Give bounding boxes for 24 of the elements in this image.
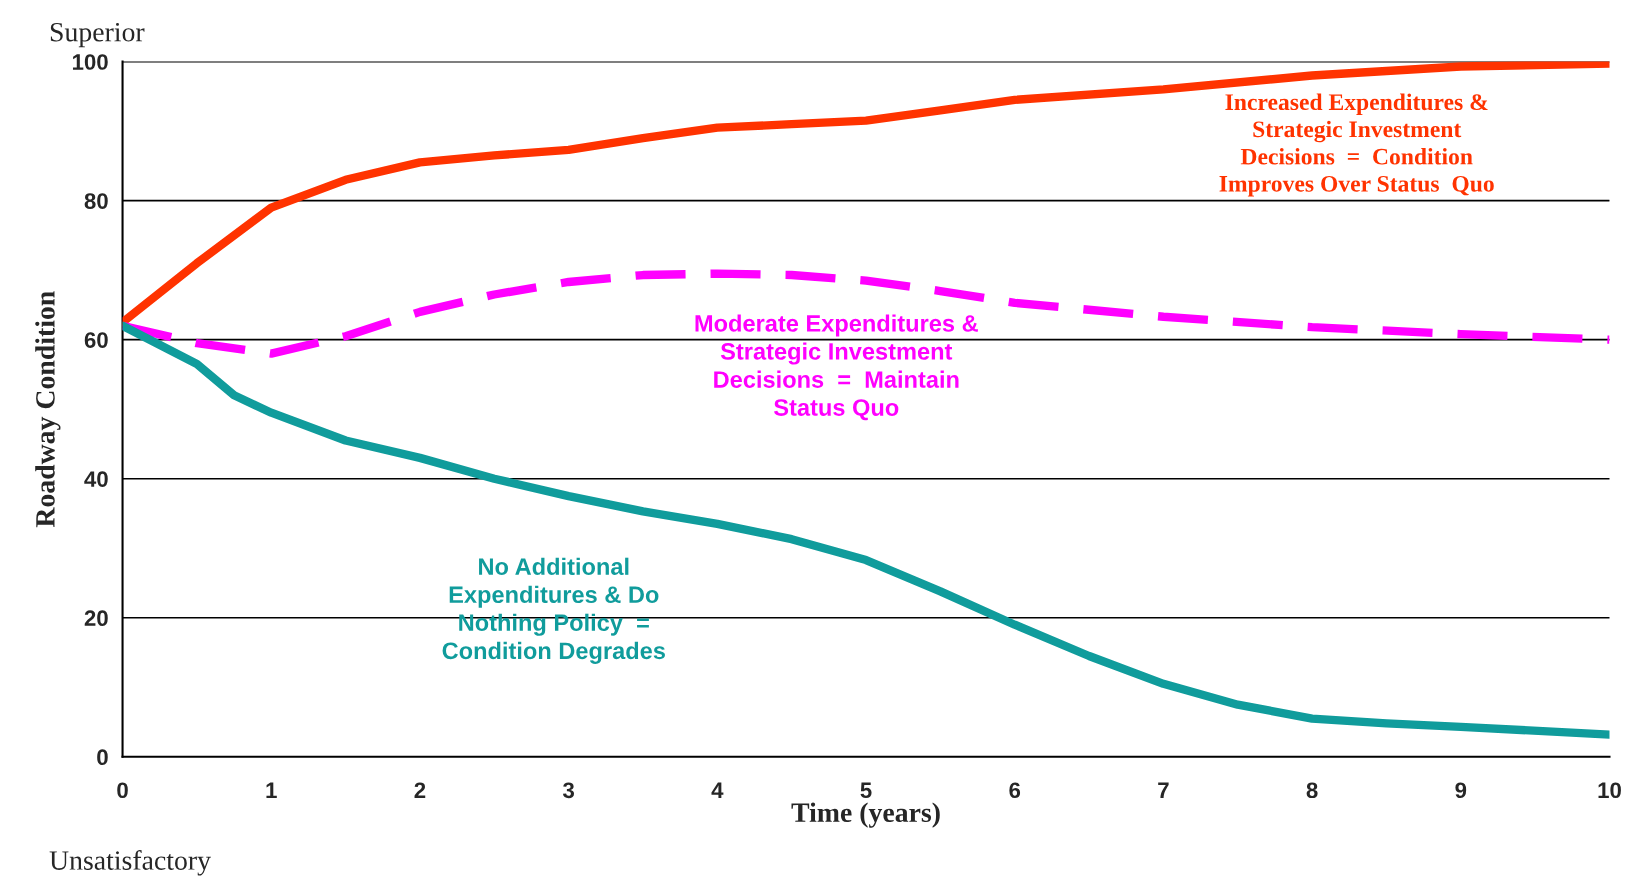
series-label: Increased Expenditures & Strategic Investment Decisions = Condition Improves Over Status Quo <box>1219 93 1494 197</box>
y-tick-label: 100 <box>72 54 108 70</box>
x-tick-label: 3 <box>562 782 575 799</box>
x-axis-title: Time (years) <box>791 802 940 828</box>
series-label: Moderate Expenditures & Strategic Investment Decisions = Maintain Status Quo <box>695 314 978 421</box>
y-axis-title: Roadway Condition <box>35 291 61 528</box>
x-tick-label: 7 <box>1158 782 1169 798</box>
y-tick-label: 80 <box>84 193 108 209</box>
x-tick-label: 8 <box>1306 782 1318 799</box>
x-tick-label: 0 <box>117 782 128 799</box>
y-tick-label: 20 <box>84 610 108 627</box>
x-tick-label: 2 <box>414 782 426 798</box>
y-tick-label: 60 <box>84 332 108 348</box>
x-tick-label: 10 <box>1598 782 1621 799</box>
x-tick-label: 4 <box>711 782 724 798</box>
x-tick-label: 5 <box>860 782 872 799</box>
y-tick-label: 0 <box>97 749 108 766</box>
x-tick-label: 9 <box>1455 782 1467 799</box>
x-tick-label: 1 <box>266 782 277 798</box>
x-tick-label: 6 <box>1009 782 1021 799</box>
text: Unsatisfactory <box>49 850 211 876</box>
text: Superior <box>50 22 145 48</box>
series-label: No Additional Expenditures & Do Nothing Policy = Condition Degrades <box>442 557 665 664</box>
y-tick-label: 40 <box>84 471 108 487</box>
